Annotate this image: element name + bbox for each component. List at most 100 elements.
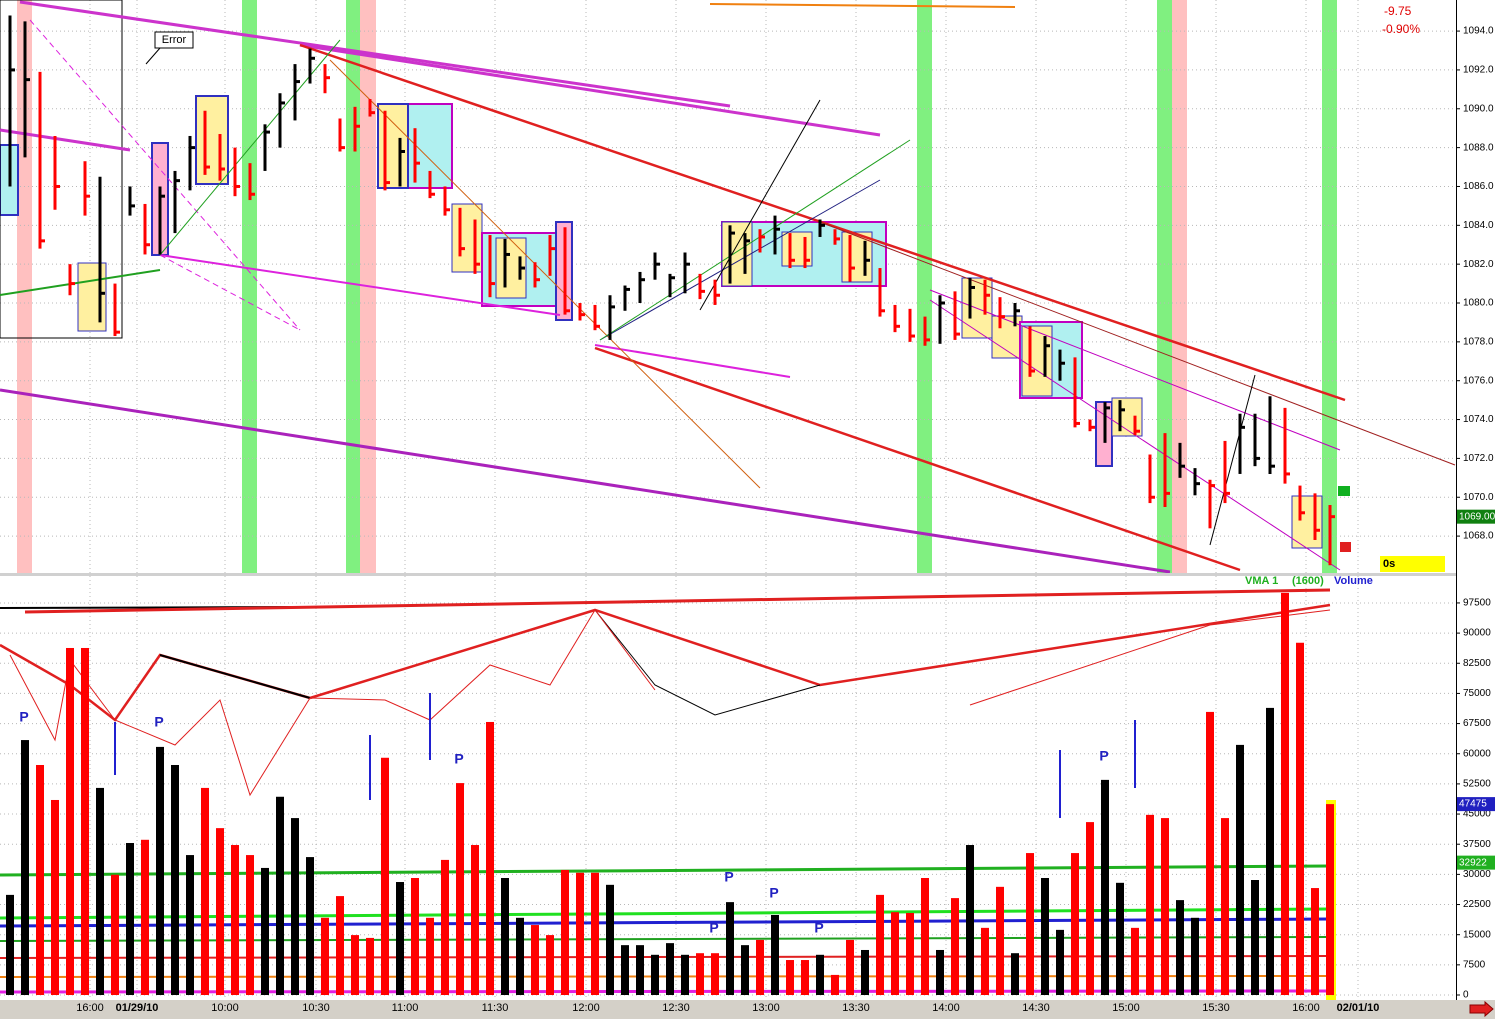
y-tick-label: 82500 bbox=[1463, 658, 1491, 669]
volume-bar bbox=[636, 945, 644, 996]
volume-bar bbox=[216, 828, 224, 996]
x-tick-label: 14:30 bbox=[1022, 1002, 1050, 1014]
volume-bar bbox=[756, 939, 764, 996]
volume-marker: P bbox=[154, 714, 163, 730]
volume-bar bbox=[741, 945, 749, 996]
volume-bar bbox=[231, 845, 239, 996]
note: Error bbox=[162, 34, 187, 46]
volume-bar bbox=[651, 954, 659, 996]
volume-marker: P bbox=[769, 885, 778, 901]
volume-bar bbox=[1191, 917, 1199, 996]
volume-bar bbox=[321, 917, 329, 996]
y-tick-label: 1070.0 bbox=[1463, 492, 1494, 503]
price-tag bbox=[1457, 509, 1495, 524]
x-tick-label: 13:30 bbox=[842, 1002, 870, 1014]
volume-bar bbox=[711, 953, 719, 996]
volume-bar bbox=[306, 857, 314, 996]
right-axis bbox=[1456, 0, 1495, 1000]
volume-bar bbox=[1146, 814, 1154, 996]
y-tick-label: 1088.0 bbox=[1463, 142, 1494, 153]
change: -9.75 bbox=[1384, 4, 1412, 18]
volume-bar bbox=[981, 927, 989, 996]
volume-bar bbox=[816, 954, 824, 996]
x-tick-label: 11:30 bbox=[482, 1002, 509, 1014]
volume-bar bbox=[126, 843, 134, 996]
volume-bar bbox=[1086, 822, 1094, 996]
volume-bar bbox=[111, 874, 119, 996]
volume-marker: P bbox=[709, 920, 718, 936]
x-tick-label: 13:00 bbox=[752, 1002, 780, 1014]
volume-bar bbox=[576, 872, 584, 996]
volume-bar bbox=[201, 787, 209, 996]
y-tick-label: 1076.0 bbox=[1463, 375, 1494, 386]
volume-bar bbox=[876, 894, 884, 996]
y-tick-label: 1072.0 bbox=[1463, 453, 1494, 464]
volume-bar bbox=[966, 845, 974, 996]
volume-bar bbox=[606, 884, 614, 996]
volume-bar bbox=[411, 877, 419, 996]
volume-bar bbox=[291, 818, 299, 996]
volume-bar bbox=[276, 796, 284, 996]
y-tick-label: 1092.0 bbox=[1463, 65, 1494, 76]
y-tick-label: 45000 bbox=[1463, 809, 1491, 820]
volume-bar bbox=[1296, 642, 1304, 996]
x-tick-label: 11:00 bbox=[392, 1002, 419, 1014]
time-axis bbox=[0, 1000, 1495, 1019]
volume-bar bbox=[801, 960, 809, 996]
y-tick-label: 0 bbox=[1463, 990, 1469, 1001]
x-tick-label: 12:00 bbox=[572, 1002, 600, 1014]
y-tick-label: 97500 bbox=[1463, 598, 1491, 609]
x-tick-label: 02/01/10 bbox=[1337, 1002, 1380, 1014]
volume-marker: P bbox=[814, 920, 823, 936]
y-tick-label: 15000 bbox=[1463, 929, 1491, 940]
volume-bar bbox=[336, 896, 344, 996]
volume-bar bbox=[96, 787, 104, 996]
y-tick-label: 60000 bbox=[1463, 748, 1491, 759]
x-tick-label: 16:00 bbox=[1292, 1002, 1320, 1014]
note-box bbox=[154, 31, 194, 49]
volume-bar bbox=[1101, 779, 1109, 996]
volume-bar bbox=[366, 937, 374, 996]
y-tick-label: 22500 bbox=[1463, 899, 1491, 910]
volume-bar bbox=[51, 799, 59, 996]
y-tick-label: 67500 bbox=[1463, 718, 1491, 729]
y-tick-label: 37500 bbox=[1463, 839, 1491, 850]
volume-bar bbox=[171, 764, 179, 996]
volume-bar bbox=[426, 917, 434, 996]
ask-marker bbox=[1338, 486, 1350, 496]
volume-bar bbox=[1176, 900, 1184, 996]
volume-bar bbox=[591, 872, 599, 996]
volume-bar bbox=[1161, 818, 1169, 996]
bars bbox=[6, 15, 1335, 996]
vma-period: (1600) bbox=[1292, 575, 1324, 587]
x-tick-label: 15:00 bbox=[1112, 1002, 1140, 1014]
volume-bar bbox=[681, 954, 689, 996]
x-tick-label: 10:30 bbox=[302, 1002, 330, 1014]
volume-bar bbox=[381, 757, 389, 996]
volume-bar bbox=[531, 925, 539, 996]
x-tick-label: 15:30 bbox=[1202, 1002, 1230, 1014]
volume-bar bbox=[81, 647, 89, 996]
vma-tag-label: 32922 bbox=[1459, 857, 1487, 868]
x-tick-label: 16:00 bbox=[76, 1002, 104, 1014]
volume-bar bbox=[1311, 888, 1319, 996]
volume-bar bbox=[1221, 818, 1229, 996]
volume-bar bbox=[501, 877, 509, 996]
y-tick-label: 52500 bbox=[1463, 779, 1491, 790]
volume-marker: P bbox=[454, 751, 463, 767]
volume-bar bbox=[1266, 707, 1274, 996]
volume-bar bbox=[36, 764, 44, 996]
volume-bar bbox=[1041, 877, 1049, 996]
volume-bar bbox=[351, 935, 359, 996]
vma-label: VMA 1 bbox=[1245, 575, 1278, 587]
volume-bar bbox=[456, 783, 464, 996]
volume-bar bbox=[156, 746, 164, 996]
y-tick-label: 75000 bbox=[1463, 688, 1491, 699]
volume-bar bbox=[621, 945, 629, 996]
volume-bar bbox=[921, 877, 929, 996]
y-tick-label: 1086.0 bbox=[1463, 181, 1494, 192]
scroll-arrow[interactable] bbox=[1469, 1000, 1494, 1018]
volume-marker: P bbox=[724, 869, 733, 885]
y-tick-label: 1090.0 bbox=[1463, 103, 1494, 114]
volume-bar bbox=[996, 886, 1004, 996]
